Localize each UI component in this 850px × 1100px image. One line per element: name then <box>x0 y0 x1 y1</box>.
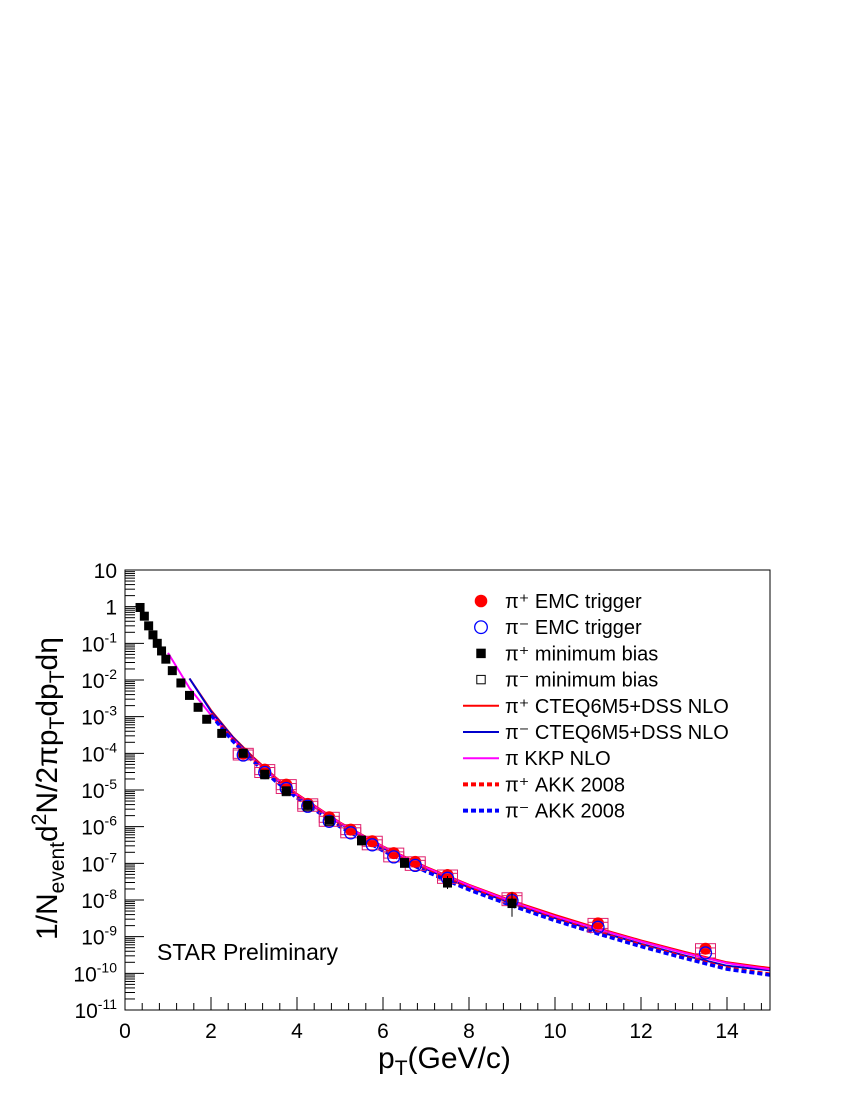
legend-label: π⁻ AKK 2008 <box>505 801 625 823</box>
x-tick-label: 2 <box>205 1020 217 1043</box>
marker-pi-minus-emc <box>408 858 422 873</box>
marker-pi-plus-minbias <box>144 621 154 631</box>
marker-pi-plus-minbias <box>324 815 334 825</box>
marker-pi-plus-minbias <box>148 630 158 640</box>
y-tick-label: 10-3 <box>81 703 117 730</box>
y-tick-label: 10-7 <box>81 849 117 876</box>
x-tick-label: 6 <box>377 1020 389 1043</box>
x-tick-label: 0 <box>119 1020 131 1043</box>
star-preliminary-annotation: STAR Preliminary <box>157 939 339 965</box>
marker-pi-plus-minbias <box>476 648 486 659</box>
legend-label: π⁻ EMC trigger <box>505 617 642 639</box>
legend-label: π⁻ CTEQ6M5+DSS NLO <box>505 722 729 744</box>
marker-pi-plus-emc <box>344 823 357 836</box>
marker-pi-plus-minbias <box>185 690 194 700</box>
marker-pi-plus-emc <box>474 594 488 608</box>
marker-pi-plus-minbias <box>176 678 186 688</box>
marker-pi-plus-emc <box>699 942 712 955</box>
axes: 0 2 4 6 8 10 12 1410-1110-1010-910-810-710-610-… <box>73 560 762 1043</box>
legend-label: π⁺ CTEQ6M5+DSS NLO <box>505 696 729 718</box>
legend: π⁺ EMC trigger π⁻ EMC trigger π⁺ minimum b… <box>463 591 729 823</box>
marker-pi-minus-emc <box>322 814 336 828</box>
marker-pi-plus-minbias <box>238 748 248 758</box>
marker-pi-plus-minbias <box>139 611 149 621</box>
y-tick-label: 10-5 <box>81 776 117 803</box>
legend-label: π⁺ minimum bias <box>505 643 658 665</box>
marker-pi-minus-emc <box>591 920 605 934</box>
curve-π⁺-AKK-2008 <box>209 712 771 976</box>
marker-pi-minus-emc <box>344 826 358 840</box>
marker-pi-minus-emc <box>387 850 401 864</box>
marker-pi-plus-minbias <box>202 714 212 724</box>
marker-pi-plus-minbias <box>161 654 171 664</box>
legend-label: π KKP NLO <box>505 748 611 770</box>
y-tick-label: 1 <box>105 597 117 620</box>
y-axis-label: 1/Neventd2N/2πpTdpTdη <box>28 637 69 940</box>
marker-pi-minus-minbias <box>476 674 486 685</box>
marker-pi-plus-minbias <box>193 702 203 712</box>
sys-error-box <box>340 827 362 839</box>
y-tick-label: 10-8 <box>81 886 117 913</box>
legend-label: π⁺ EMC trigger <box>505 591 642 613</box>
x-tick-label: 14 <box>715 1020 739 1043</box>
marker-pi-minus-minbias <box>281 787 291 797</box>
sys-error-box <box>383 851 405 863</box>
marker-pi-plus-minbias <box>152 638 162 648</box>
marker-pi-plus-minbias <box>167 666 177 676</box>
marker-pi-plus-minbias <box>400 858 409 868</box>
x-tick-label: 4 <box>291 1020 303 1043</box>
y-tick-label: 10 <box>94 560 117 583</box>
marker-pi-minus-emc <box>474 620 488 635</box>
marker-pi-plus-minbias <box>260 769 270 779</box>
marker-pi-minus-minbias <box>324 816 334 826</box>
marker-pi-minus-minbias <box>357 836 366 846</box>
legend-label: π⁻ minimum bias <box>505 670 658 692</box>
marker-pi-minus-emc <box>698 946 713 960</box>
marker-pi-plus-emc <box>366 835 379 848</box>
y-tick-label: 10-1 <box>81 629 117 656</box>
sys-error-box <box>587 921 609 933</box>
sys-error-box <box>695 947 716 959</box>
marker-pi-plus-minbias <box>303 800 313 810</box>
y-tick-label: 10-4 <box>81 739 117 766</box>
marker-pi-minus-emc <box>365 838 379 852</box>
data-markers <box>135 602 716 960</box>
marker-pi-plus-minbias <box>357 835 366 845</box>
marker-pi-plus-minbias <box>217 728 227 738</box>
marker-pi-minus-minbias <box>303 802 313 812</box>
marker-pi-plus-minbias <box>135 602 145 612</box>
marker-pi-plus-minbias <box>281 786 291 796</box>
y-tick-label: 10-11 <box>74 996 117 1023</box>
y-tick-label: 10-6 <box>81 813 117 840</box>
marker-pi-plus-emc <box>409 855 422 868</box>
y-tick-label: 10-10 <box>73 959 117 986</box>
marker-pi-plus-minbias <box>157 646 167 656</box>
legend-label: π⁺ AKK 2008 <box>505 774 625 796</box>
marker-pi-plus-emc <box>592 917 604 930</box>
x-axis-label: pT(GeV/c) <box>378 1042 511 1080</box>
marker-pi-minus-minbias <box>260 770 270 780</box>
marker-pi-plus-emc <box>387 847 400 860</box>
y-tick-label: 10-9 <box>81 923 117 950</box>
x-tick-label: 12 <box>629 1020 652 1043</box>
x-tick-label: 10 <box>543 1020 566 1043</box>
curve-π⁻-AKK-2008 <box>209 713 771 977</box>
marker-pi-minus-emc <box>301 799 315 813</box>
marker-pi-minus-minbias <box>400 858 409 868</box>
x-tick-label: 8 <box>463 1020 475 1043</box>
y-tick-label: 10-2 <box>81 666 117 693</box>
